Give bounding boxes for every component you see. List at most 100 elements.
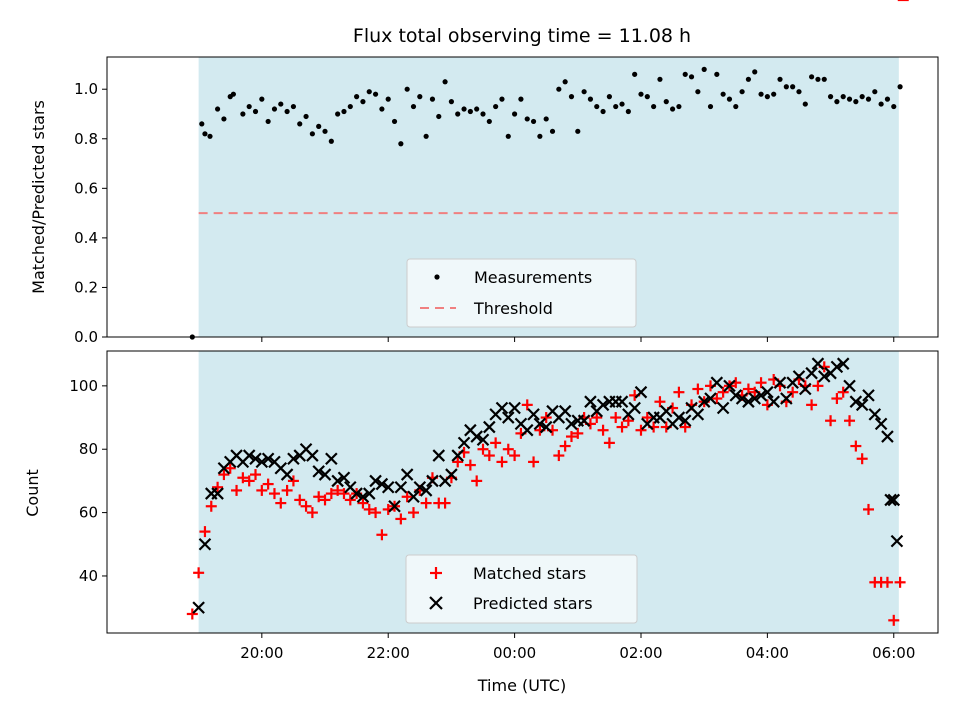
predicted-star-point [890,534,904,548]
measurement-point [303,113,309,120]
predicted-star-point [672,411,686,424]
predicted-star-point [710,376,724,389]
predicted-star-point [558,404,572,418]
top-legend: Measurements Threshold [406,258,637,328]
matched-star-point [212,481,224,493]
measurement-point [199,121,205,127]
measurement-point [398,141,404,147]
measurement-point [701,66,707,72]
predicted-star-point [748,392,762,405]
matched-star-point [844,415,856,427]
predicted-star-point [325,452,338,466]
predicted-star-point [375,477,389,491]
predicted-star-point [495,401,509,415]
measurement-point [335,111,341,117]
measurement-point [815,76,821,82]
measurement-point [714,71,720,77]
predicted-star-point [868,408,882,421]
measurement-point [739,89,745,95]
predicted-star-point [596,398,610,412]
predicted-star-point [697,395,711,408]
predicted-star-point [350,487,363,500]
measurement-point [410,103,417,110]
measurement-point [695,89,701,95]
predicted-star-point [255,455,269,469]
measurement-point [872,89,878,95]
measurement-point [726,96,733,102]
matched-star-point [496,456,508,468]
measurement-point [202,131,208,137]
measurement-point [821,76,827,82]
measurement-point [240,111,246,117]
measurement-point [783,84,789,90]
bottom-panel: 40 60 80 100 20:00 22:00 00:00 02:00 04:00 06:00… [23,0,939,695]
top-measurement-points [189,66,903,340]
measurement-point [745,76,752,82]
matched-star-point [540,412,552,424]
measurement-point [758,91,764,97]
matched-star-point [237,472,249,484]
measurement-point [853,99,859,105]
measurement-point [796,89,802,95]
legend-threshold-label: Threshold [473,299,553,318]
matched-star-point [742,383,754,395]
predicted-star-point [306,449,319,462]
measurement-point [347,103,353,110]
matched-star-point [565,431,577,443]
matched-star-point [294,494,306,506]
predicted-star-point [792,370,806,383]
top-y-tick-label: 1.0 [74,80,98,98]
measurement-point [246,103,252,110]
predicted-star-point [394,480,408,494]
measurement-point [537,133,543,139]
matched-star-point [370,507,382,519]
bottom-panel-frame [106,350,939,634]
bottom-legend: Matched stars Predicted stars [405,554,638,624]
measurement-point [625,108,631,115]
matched-star-point [528,456,540,468]
measurement-point [600,108,606,115]
measurement-point [562,79,568,85]
measurement-point [448,99,455,105]
measurement-point [638,91,644,97]
predicted-star-point [432,449,446,462]
legend-measurements-marker [434,274,440,280]
predicted-star-point [483,420,496,434]
top-x-ticks [261,337,895,342]
matched-star-point [193,567,205,579]
top-y-ticks: 0.0 0.2 0.4 0.6 0.8 1.0 [74,80,107,346]
bottom-x-axis-label: Time (UTC) [477,676,566,695]
bottom-x-tick-label: 04:00 [746,644,789,662]
matched-star-point [616,421,628,433]
matched-star-point [401,491,413,503]
top-y-tick-label: 0.8 [74,130,98,148]
predicted-star-point [811,357,825,370]
predicted-star-point [843,379,856,393]
measurement-point [524,116,530,122]
matched-star-point [673,386,685,398]
matched-star-point [268,488,280,500]
matched-star-point [787,386,799,398]
predicted-star-point [381,480,395,494]
measurement-point [379,106,385,112]
matched-star-point [559,440,571,452]
bottom-legend-box [405,554,638,624]
measurement-point [891,103,897,110]
matched-star-point [831,393,843,405]
measurement-point [790,84,796,90]
matched-star-point [243,475,255,487]
predicted-star-point [242,449,256,462]
predicted-star-point [508,401,521,415]
top-y-tick-label: 0.0 [74,328,98,346]
top-y-tick-label: 0.4 [74,229,98,247]
predicted-star-point [584,395,597,408]
matched-star-point [420,497,432,509]
matched-star-point [572,427,584,439]
measurement-point [297,121,303,127]
measurement-point [549,128,556,134]
predicted-star-point [476,433,490,446]
measurement-point [619,101,625,107]
matched-star-point [357,497,369,509]
legend-predicted-marker [429,596,443,610]
matched-star-point [825,415,837,427]
